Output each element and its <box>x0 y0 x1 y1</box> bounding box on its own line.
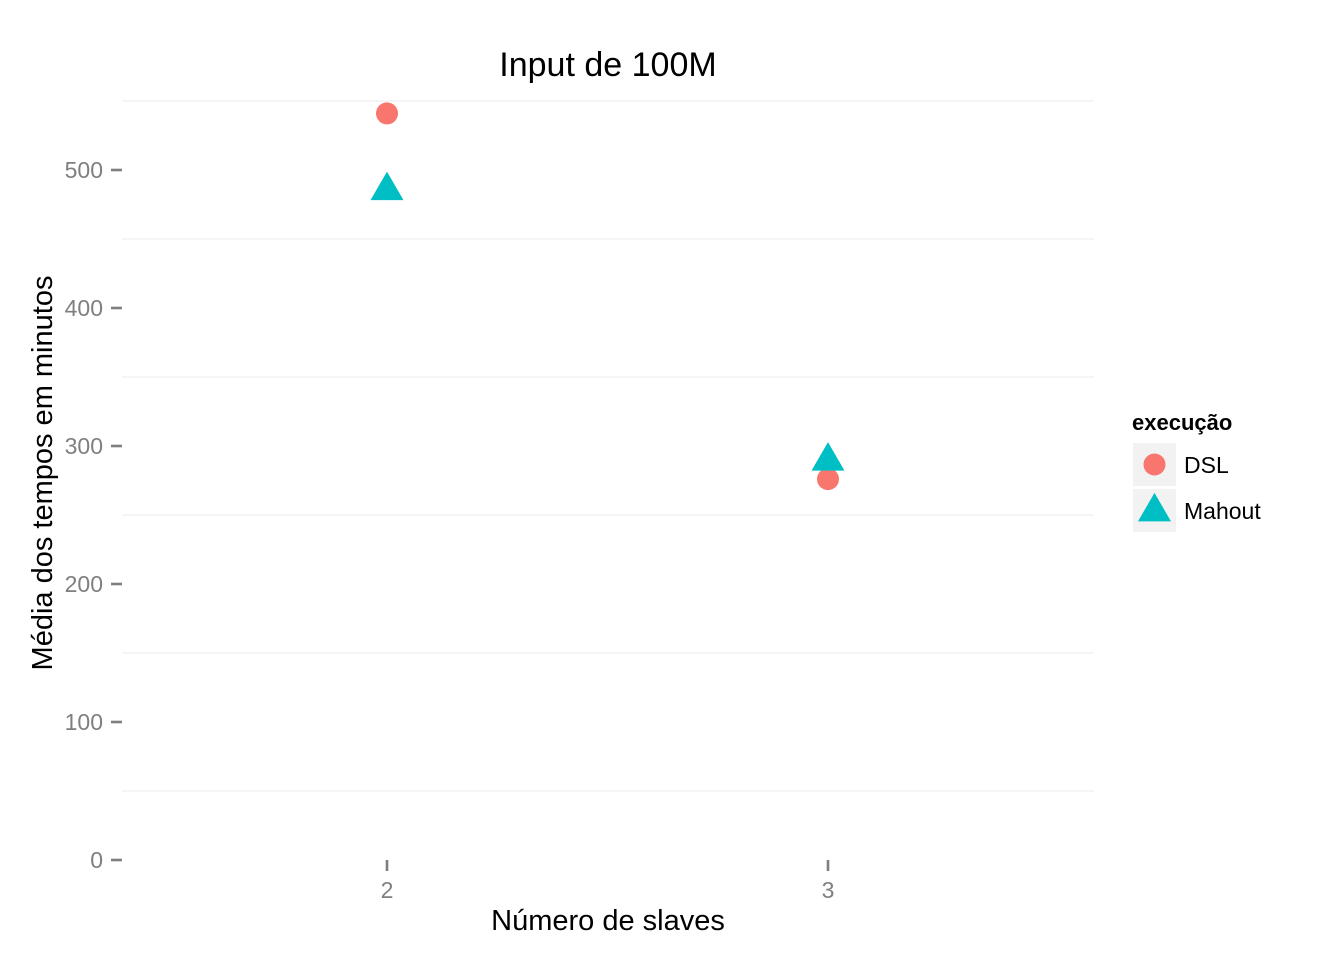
y-tick-label: 100 <box>65 709 103 735</box>
y-tick-label: 0 <box>90 847 103 873</box>
y-axis: 0 100 200 300 400 500 <box>65 157 122 873</box>
y-tick-label: 300 <box>65 433 103 459</box>
legend: execução DSL Mahout <box>1132 410 1261 532</box>
legend-title: execução <box>1132 410 1232 435</box>
x-axis-title: Número de slaves <box>491 905 725 937</box>
data-points <box>370 102 845 491</box>
mahout-point <box>811 442 845 471</box>
dsl-point <box>376 102 398 125</box>
x-tick-label: 3 <box>822 877 835 903</box>
legend-label: Mahout <box>1184 498 1261 524</box>
legend-label: DSL <box>1184 452 1229 478</box>
mahout-legend-icon <box>1138 492 1171 522</box>
y-tick-label: 400 <box>65 295 103 321</box>
dsl-legend-icon <box>1143 453 1166 476</box>
x-tick-label: 2 <box>381 877 394 903</box>
y-tick-label: 200 <box>65 571 103 597</box>
y-axis-title: Média dos tempos em minutos <box>27 276 59 671</box>
y-tick-label: 500 <box>65 157 103 183</box>
mahout-point <box>370 171 404 201</box>
dsl-point <box>817 468 839 491</box>
chart-title: Input de 100M <box>499 46 716 84</box>
grid <box>122 100 1094 792</box>
